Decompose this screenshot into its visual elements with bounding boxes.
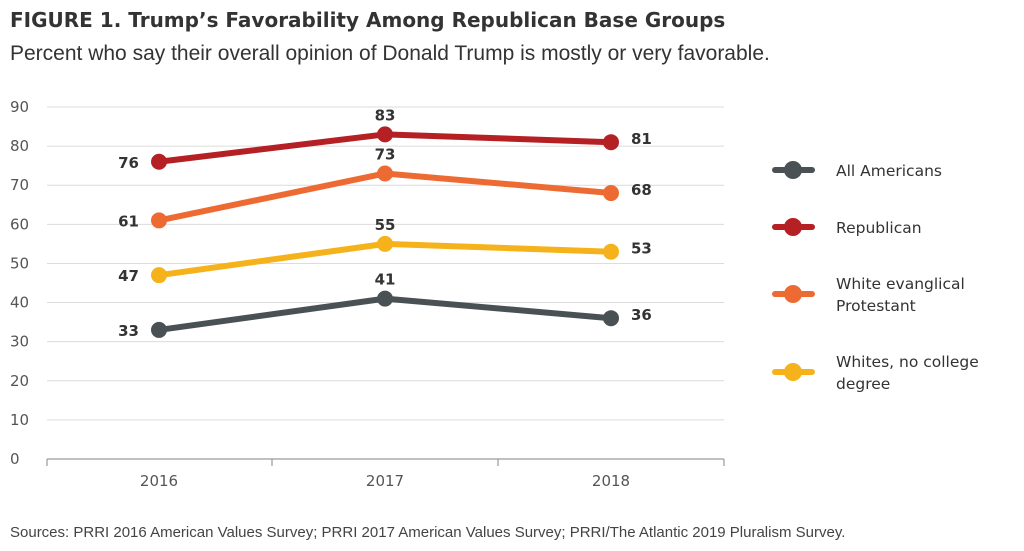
y-tick-label: 0: [10, 450, 20, 468]
legend-label: Whites, no college: [836, 353, 979, 371]
chart-subtitle: Percent who say their overall opinion of…: [10, 42, 770, 65]
legend-marker: [784, 285, 802, 303]
chart-title: FIGURE 1. Trump’s Favorability Among Rep…: [10, 8, 726, 32]
data-point: [377, 290, 393, 307]
x-tick-label: 2016: [140, 472, 178, 490]
legend-marker: [784, 363, 802, 381]
x-tick-label: 2017: [366, 472, 404, 490]
y-tick-label: 70: [10, 176, 29, 194]
y-tick-label: 40: [10, 294, 29, 312]
legend-marker: [784, 218, 802, 236]
data-point: [151, 153, 167, 170]
data-point: [377, 126, 393, 143]
data-label: 55: [375, 216, 396, 234]
legend-label: Republican: [836, 219, 922, 237]
data-label: 76: [118, 154, 139, 172]
y-tick-label: 20: [10, 372, 29, 390]
data-point: [603, 185, 619, 202]
data-label: 33: [118, 322, 139, 340]
data-point: [377, 165, 393, 182]
data-label: 81: [631, 130, 652, 148]
legend-marker: [784, 161, 802, 179]
data-label: 47: [118, 267, 139, 285]
y-tick-label: 10: [10, 411, 29, 429]
legend-label: White evanglical: [836, 275, 965, 293]
legend-label: degree: [836, 375, 890, 393]
y-tick-label: 50: [10, 254, 29, 272]
data-label: 53: [631, 240, 652, 258]
data-label: 41: [375, 271, 396, 289]
data-label: 83: [375, 106, 396, 124]
legend-label: Protestant: [836, 297, 916, 315]
x-tick-label: 2018: [592, 472, 630, 490]
data-point: [151, 267, 167, 284]
source-note: Sources: PRRI 2016 American Values Surve…: [10, 524, 846, 541]
data-point: [151, 212, 167, 229]
y-tick-label: 30: [10, 333, 29, 351]
data-label: 36: [631, 306, 652, 324]
data-point: [151, 321, 167, 338]
y-tick-label: 60: [10, 215, 29, 233]
y-tick-label: 90: [10, 98, 29, 116]
data-label: 68: [631, 181, 652, 199]
data-point: [377, 235, 393, 252]
data-label: 73: [375, 145, 396, 163]
data-point: [603, 310, 619, 327]
y-tick-label: 80: [10, 137, 29, 155]
data-point: [603, 243, 619, 260]
data-label: 61: [118, 212, 139, 230]
legend-label: All Americans: [836, 162, 942, 180]
data-point: [603, 134, 619, 151]
